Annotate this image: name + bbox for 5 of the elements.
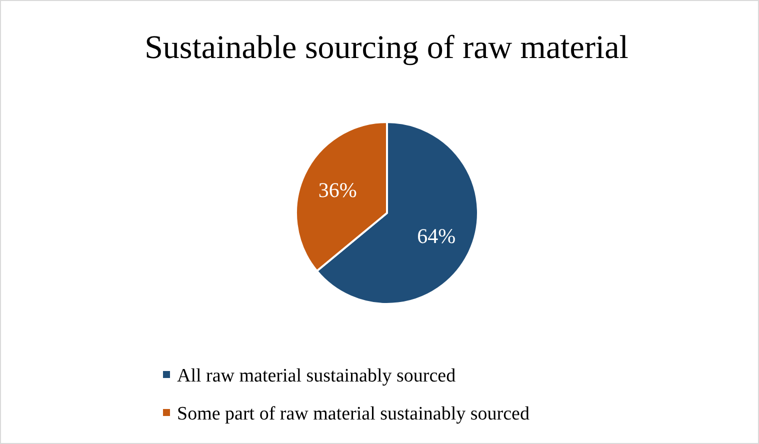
- legend-label: Some part of raw material sustainably sourced: [177, 404, 530, 424]
- legend-label: All raw material sustainably sourced: [177, 366, 456, 386]
- data-label: 64%: [417, 224, 456, 248]
- data-label: 36%: [318, 178, 357, 202]
- chart-title: Sustainable sourcing of raw material: [144, 30, 628, 66]
